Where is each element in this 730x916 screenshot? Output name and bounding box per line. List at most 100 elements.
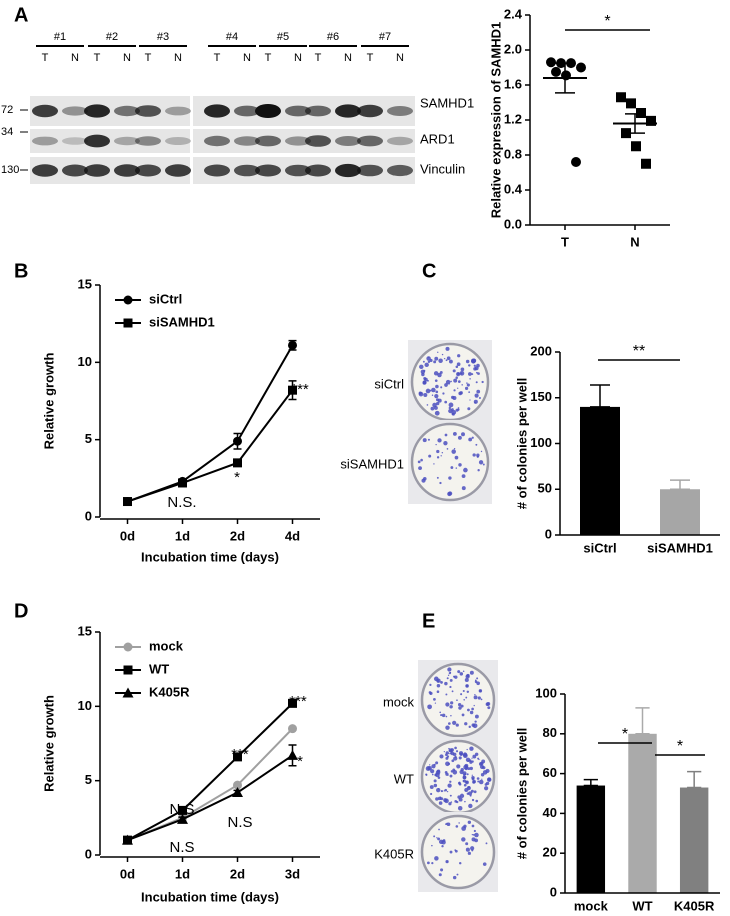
- y-tick-label: 100: [530, 435, 552, 450]
- colony: [449, 705, 453, 709]
- colony: [452, 395, 457, 401]
- blot-band: [255, 104, 281, 118]
- y-axis-label: # of colonies per well: [514, 728, 529, 859]
- colony: [422, 380, 427, 385]
- colony: [449, 685, 452, 689]
- colony: [468, 725, 471, 729]
- lane-label: N: [294, 52, 302, 64]
- colony: [453, 447, 456, 450]
- colony: [472, 780, 476, 784]
- x-tick-label: siCtrl: [583, 540, 616, 555]
- series-line: [127, 389, 294, 503]
- colony: [448, 748, 453, 753]
- group-label: #6: [327, 31, 339, 43]
- colony: [478, 758, 480, 761]
- panel-label: B: [14, 260, 28, 282]
- significance-label: *: [604, 13, 610, 30]
- colony: [430, 792, 433, 796]
- colony: [447, 491, 452, 497]
- blot-band: [357, 164, 383, 177]
- colony: [429, 389, 432, 392]
- colony: [474, 393, 479, 398]
- colony: [485, 768, 490, 774]
- annotation: *: [234, 469, 240, 486]
- marker: [636, 108, 646, 118]
- colony: [434, 394, 439, 399]
- colony: [445, 346, 450, 351]
- marker: [571, 157, 581, 167]
- colony: [480, 773, 485, 777]
- colony: [438, 801, 443, 805]
- mw-marker: 34: [1, 126, 13, 138]
- colony: [445, 725, 450, 730]
- colony: [433, 835, 436, 838]
- x-tick-label: WT: [632, 898, 652, 913]
- colony: [475, 371, 478, 374]
- colony: [478, 396, 481, 399]
- colony: [423, 377, 427, 381]
- marker: [631, 141, 641, 152]
- blot-band: [32, 164, 58, 177]
- colony: [461, 432, 465, 437]
- group-label: #7: [379, 31, 391, 43]
- colony: [439, 711, 441, 714]
- colony: [441, 840, 446, 845]
- marker: [288, 698, 297, 708]
- x-tick-label: 2d: [230, 528, 245, 543]
- blot-band: [234, 105, 260, 117]
- blot-band: [62, 164, 88, 177]
- colony: [459, 752, 463, 756]
- colony: [437, 438, 442, 443]
- panel-label: D: [14, 600, 28, 622]
- error-bar: [625, 113, 645, 134]
- y-tick-label: 0.8: [504, 146, 522, 161]
- colony: [464, 800, 466, 803]
- colony: [447, 674, 450, 676]
- lane-label: T: [145, 52, 152, 64]
- colony: [441, 452, 444, 454]
- colony: [471, 436, 474, 439]
- colony: [456, 764, 461, 769]
- blot-band: [234, 164, 260, 177]
- colony: [461, 474, 466, 478]
- colony: [460, 693, 463, 696]
- colony: [429, 785, 434, 789]
- blot-band: [62, 137, 88, 145]
- colony: [425, 766, 431, 771]
- y-tick-label: 50: [538, 481, 552, 496]
- group-label: #1: [54, 31, 66, 43]
- marker: [288, 385, 297, 395]
- blot-band: [165, 137, 191, 145]
- blot-band: [114, 136, 140, 146]
- colony: [461, 713, 465, 717]
- colony: [454, 755, 457, 758]
- colony: [448, 402, 454, 408]
- blot-band: [305, 105, 331, 117]
- colony: [423, 369, 426, 372]
- colony: [444, 383, 448, 387]
- colony: [433, 463, 435, 465]
- blot-band: [165, 106, 191, 116]
- blot-band: [305, 135, 331, 147]
- series-line: [127, 754, 294, 842]
- colony: [465, 359, 470, 364]
- colony: [452, 432, 457, 436]
- y-tick-label: 0: [545, 526, 552, 541]
- blot-band: [84, 134, 110, 148]
- colony: [449, 774, 453, 778]
- colony: [455, 376, 458, 379]
- mw-marker: 130: [1, 164, 19, 176]
- y-tick-label: 0: [85, 508, 92, 523]
- colony: [476, 777, 480, 780]
- error-bar: [687, 770, 702, 789]
- colony: [435, 398, 439, 402]
- colony: [436, 683, 441, 688]
- blot-band: [135, 136, 161, 146]
- marker: [123, 642, 133, 652]
- colony: [438, 788, 440, 790]
- colony: [434, 410, 440, 416]
- colony: [479, 764, 485, 769]
- colony: [443, 751, 445, 753]
- colony: [475, 443, 478, 446]
